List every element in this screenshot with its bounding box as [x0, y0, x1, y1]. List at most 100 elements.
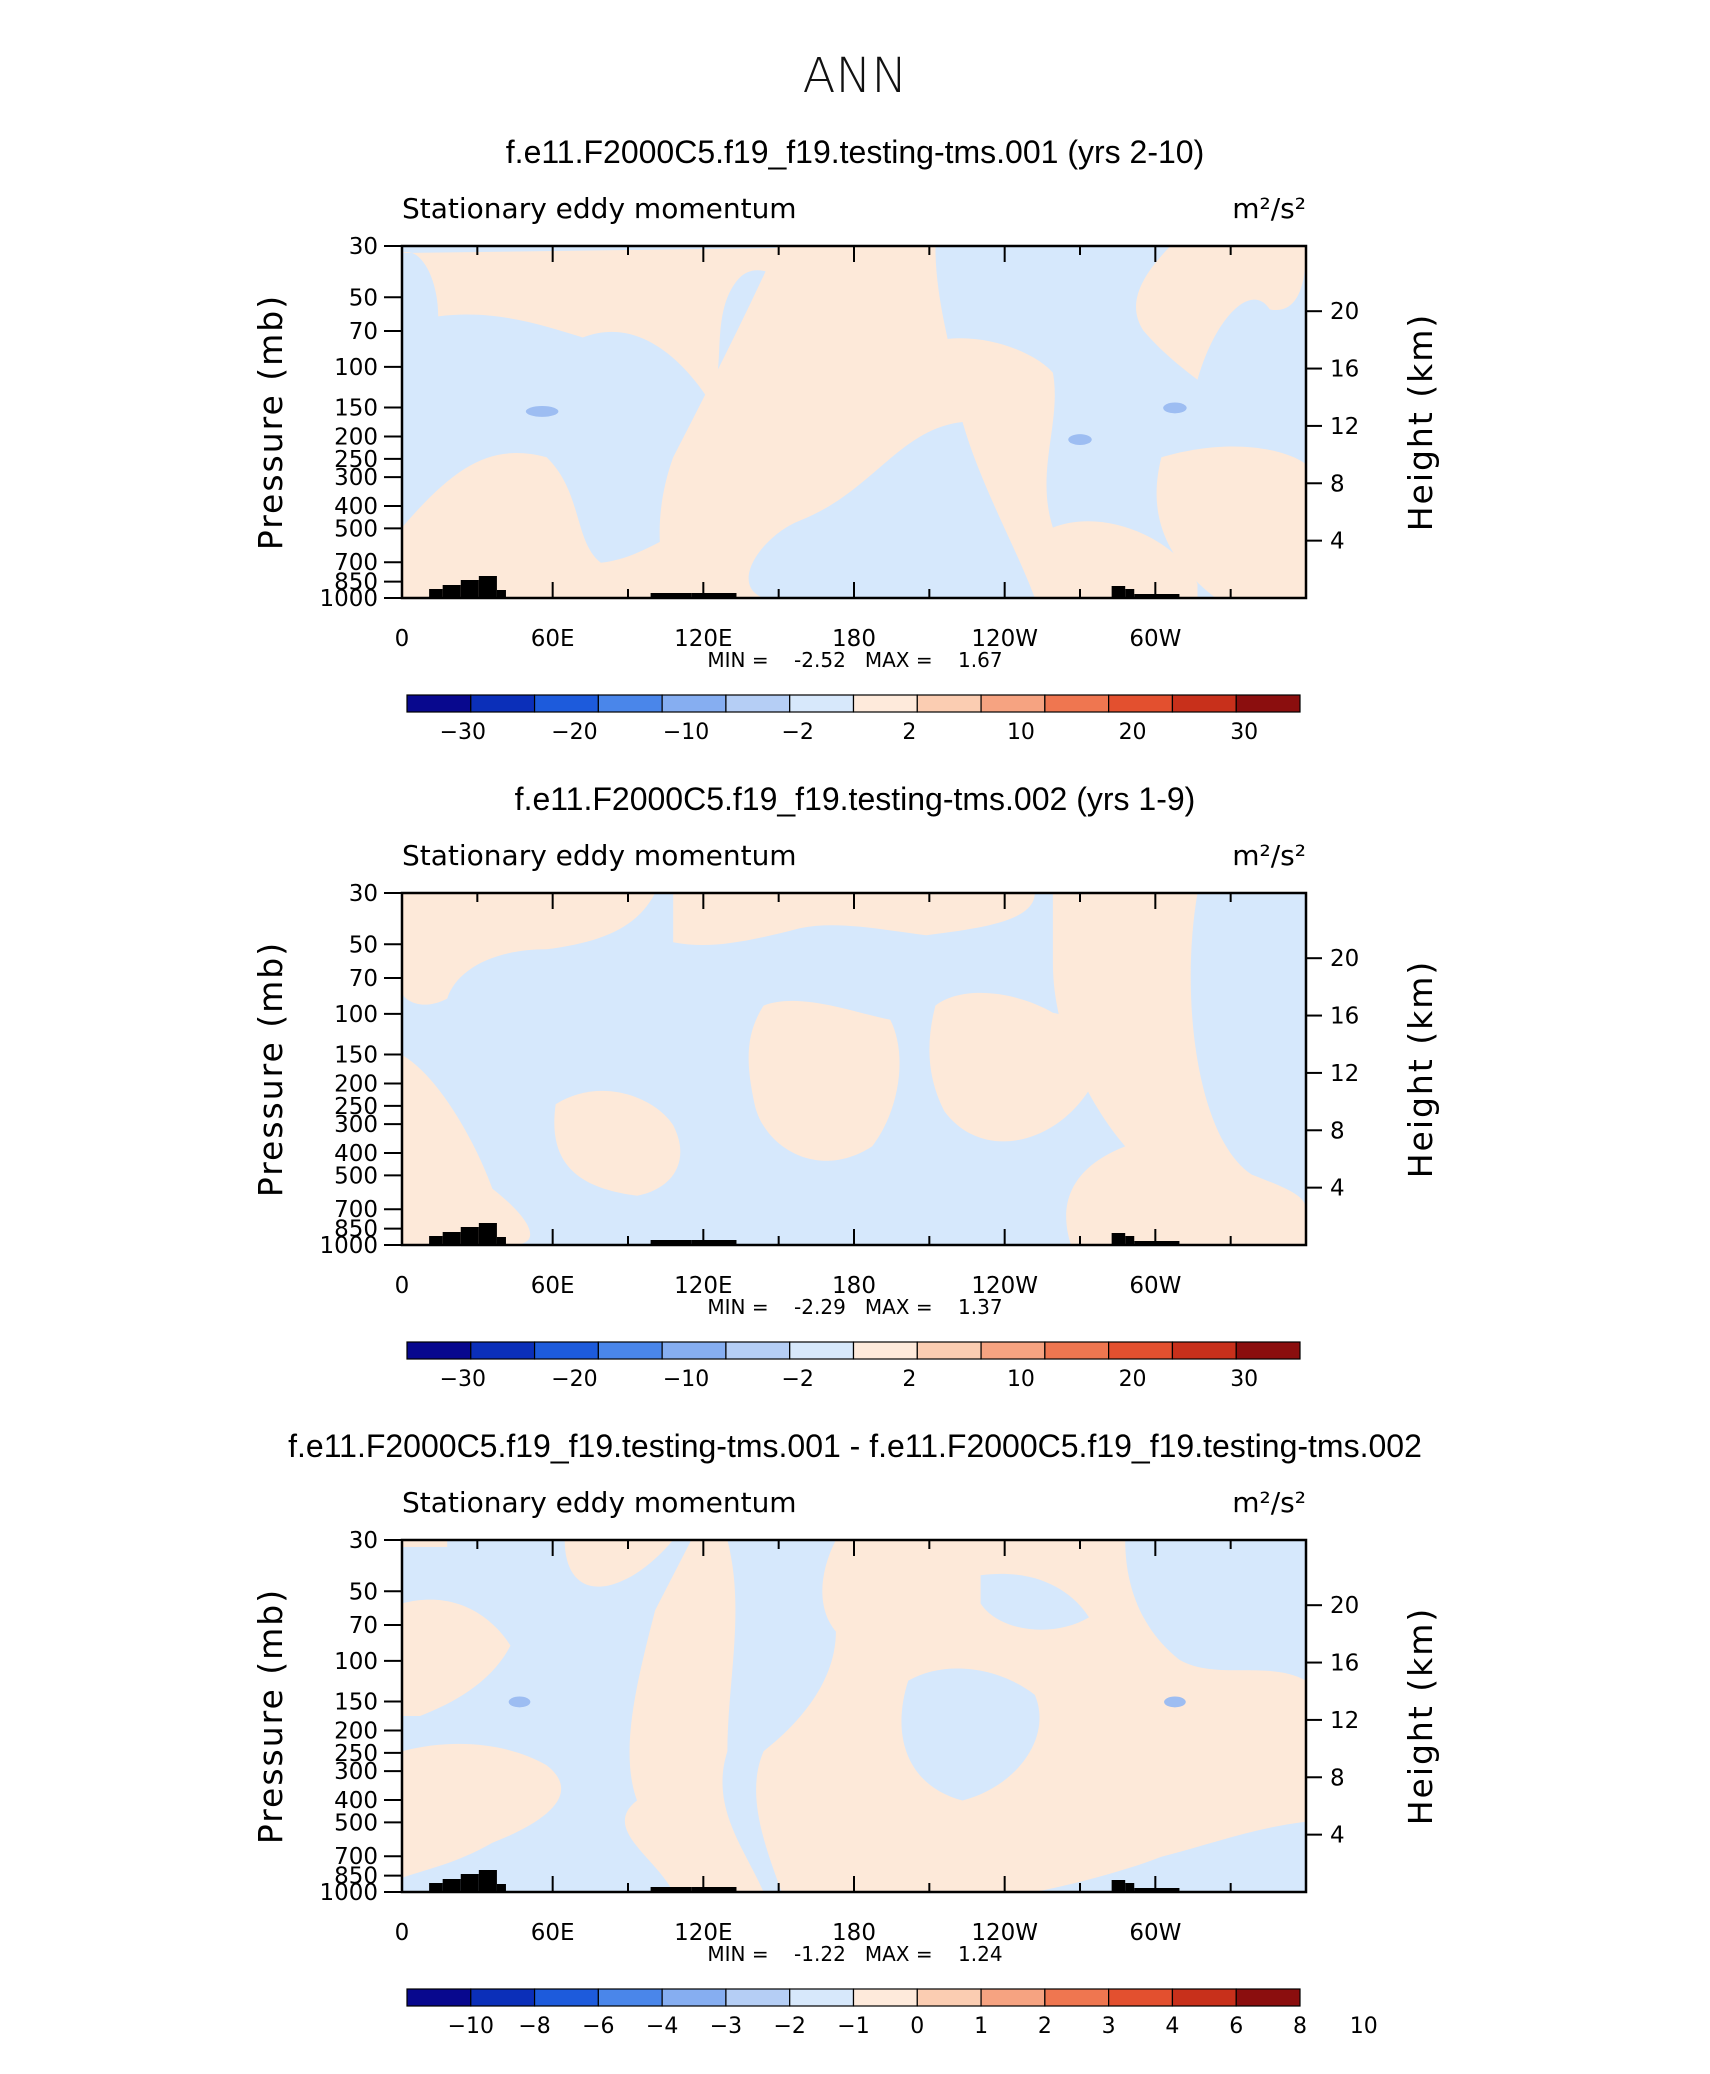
y-tick-label: 400	[334, 1141, 378, 1167]
colorbar-swatch	[852, 694, 918, 713]
colorbar-label: −10	[663, 720, 709, 745]
y-tick-label: 100	[334, 355, 378, 381]
y-tick-label: 100	[334, 1649, 378, 1675]
colorbar-label: −10	[663, 1367, 709, 1392]
positive-region	[673, 893, 1035, 946]
y2-tick-label: 4	[1330, 1176, 1345, 1202]
colorbar-label: 10	[1007, 1367, 1035, 1392]
colorbar-label: 30	[1230, 720, 1258, 745]
colorbar-swatch	[406, 1988, 472, 2007]
panel-1: f.e11.F2000C5.f19_f19.testing-tms.001 (y…	[251, 134, 1440, 745]
colorbar-label: −6	[582, 2014, 614, 2039]
panel-3: f.e11.F2000C5.f19_f19.testing-tms.001 - …	[251, 1428, 1440, 2039]
colorbar-swatch	[916, 1341, 982, 1360]
topography	[650, 1887, 692, 1892]
x-tick-label: 60W	[1129, 1273, 1181, 1299]
x-tick-label: 180	[832, 1273, 876, 1299]
panel-title: f.e11.F2000C5.f19_f19.testing-tms.001 (y…	[506, 134, 1204, 170]
y-tick-label: 200	[334, 1071, 378, 1097]
topography	[429, 1883, 443, 1892]
colorbar-label: −10	[448, 2014, 494, 2039]
colorbar-label: −30	[440, 1367, 486, 1392]
colorbar-swatch	[661, 1341, 727, 1360]
units-label: m²/s²	[1232, 839, 1306, 872]
topography	[496, 590, 506, 598]
colorbar-swatch	[1171, 1988, 1237, 2007]
x-tick-label: 60W	[1129, 1920, 1181, 1946]
y-tick-label: 70	[349, 1613, 378, 1639]
topography	[1125, 1883, 1135, 1892]
units-label: m²/s²	[1232, 192, 1306, 225]
colorbar-swatch	[597, 1341, 663, 1360]
colorbar-swatch	[1108, 1341, 1174, 1360]
y-tick-label: 150	[334, 1043, 378, 1069]
y-tick-label: 1000	[319, 1233, 378, 1259]
colorbar-swatch	[1108, 694, 1174, 713]
colorbar-label: −8	[518, 2014, 550, 2039]
colorbar-label: 20	[1119, 1367, 1147, 1392]
y-tick-label: 400	[334, 1788, 378, 1814]
y-tick-label: 70	[349, 319, 378, 345]
topography	[496, 1884, 506, 1892]
colorbar-swatch	[916, 1988, 982, 2007]
negative-blob	[1163, 402, 1187, 414]
topography	[650, 593, 692, 598]
y-tick-label: 500	[334, 516, 378, 542]
colorbar-label: 3	[1102, 2014, 1116, 2039]
topography	[691, 593, 737, 598]
colorbar-swatch	[1235, 1341, 1301, 1360]
topography	[1111, 586, 1126, 598]
topography	[442, 1232, 461, 1245]
colorbar-label: 2	[1038, 2014, 1052, 2039]
negative-region	[901, 1668, 1040, 1801]
colorbar-label: 6	[1229, 2014, 1243, 2039]
y2-tick-label: 4	[1330, 1823, 1345, 1849]
y-tick-label: 1000	[319, 586, 378, 612]
topography	[1111, 1233, 1126, 1245]
positive-region	[402, 1540, 448, 1547]
colorbar-swatch	[1044, 1341, 1110, 1360]
y-tick-label: 250	[334, 1741, 378, 1767]
negative-region	[980, 1573, 1089, 1630]
positive-region	[659, 246, 963, 598]
y-tick-label: 850	[334, 570, 378, 596]
colorbar-swatch	[533, 1341, 599, 1360]
negative-blob	[1068, 434, 1092, 446]
colorbar-label: 4	[1165, 2014, 1179, 2039]
min-max-label: MIN = -2.29 MAX = 1.37	[707, 1295, 1002, 1319]
positive-region	[1156, 446, 1306, 598]
colorbar-swatch	[1235, 694, 1301, 713]
topography	[460, 1227, 479, 1245]
y2-tick-label: 12	[1330, 1061, 1359, 1087]
panel-left-label: Stationary eddy momentum	[402, 192, 797, 225]
colorbar-swatch	[533, 694, 599, 713]
topography	[429, 1236, 443, 1245]
x-tick-label: 0	[395, 626, 410, 652]
colorbar: −30 −20 −10 −2 2 10 20 30	[406, 1341, 1301, 1392]
topography	[1134, 1241, 1180, 1245]
topography	[429, 589, 443, 598]
positive-region	[935, 338, 1198, 598]
y-tick-label: 300	[334, 1759, 378, 1785]
colorbar-swatch	[725, 694, 791, 713]
topography	[460, 580, 479, 598]
colorbar-label: 2	[902, 720, 916, 745]
y-tick-label: 150	[334, 396, 378, 422]
colorbar-label: 1	[974, 2014, 988, 2039]
colorbar-label: −3	[710, 2014, 742, 2039]
y2-tick-label: 20	[1330, 1593, 1359, 1619]
y-tick-label: 50	[349, 932, 378, 958]
colorbar-swatch	[661, 1988, 727, 2007]
colorbar-label: 30	[1230, 1367, 1258, 1392]
x-tick-label: 60E	[531, 626, 575, 652]
positive-region	[402, 893, 656, 1005]
y-tick-label: 70	[349, 966, 378, 992]
y-tick-label: 700	[334, 550, 378, 576]
x-tick-label: 180	[832, 1920, 876, 1946]
colorbar-label: 10	[1350, 2014, 1378, 2039]
colorbar-swatch	[1235, 1988, 1301, 2007]
y-tick-label: 30	[349, 881, 378, 907]
colorbar-swatch	[661, 694, 727, 713]
positive-region	[929, 992, 1104, 1142]
